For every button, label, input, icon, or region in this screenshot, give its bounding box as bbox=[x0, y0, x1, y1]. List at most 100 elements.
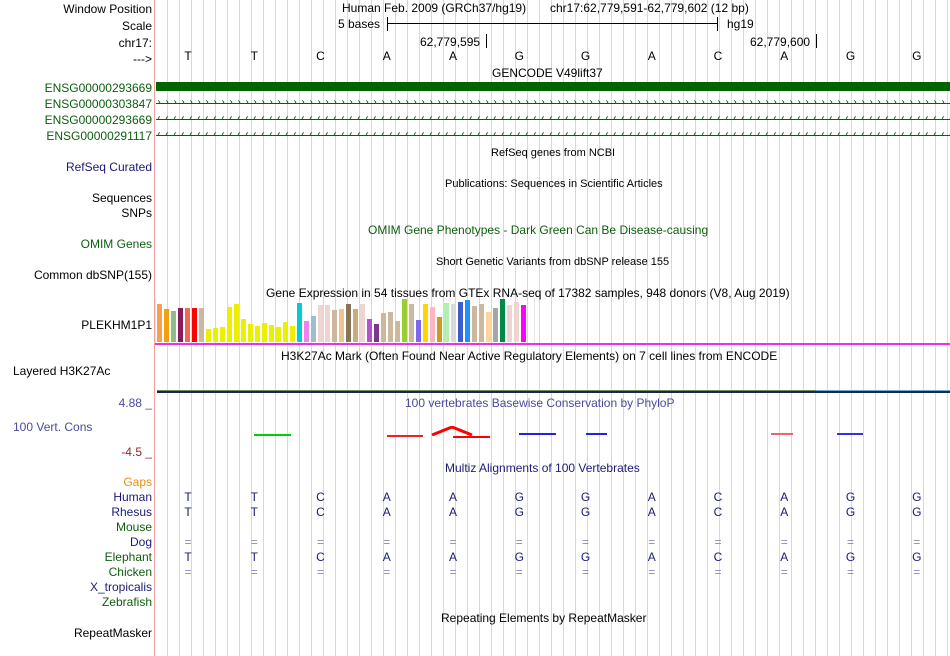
gtex-tissue-bar[interactable] bbox=[269, 325, 274, 342]
gtex-tissue-bar[interactable] bbox=[304, 321, 309, 342]
gtex-tissue-bar[interactable] bbox=[486, 312, 491, 342]
chevron-right-icon: › bbox=[852, 98, 859, 108]
gtex-tissue-bar[interactable] bbox=[514, 302, 519, 342]
gtex-tissue-bar[interactable] bbox=[192, 308, 197, 342]
alignment-base: = bbox=[316, 565, 324, 579]
alignment-base: C bbox=[713, 490, 723, 504]
gtex-tissue-bar[interactable] bbox=[332, 310, 337, 342]
snps-label[interactable]: SNPs bbox=[121, 206, 152, 220]
species-label-mouse[interactable]: Mouse bbox=[115, 520, 152, 534]
species-label-elephant[interactable]: Elephant bbox=[104, 550, 152, 564]
alignment-base: = bbox=[449, 535, 457, 549]
alignment-base: = bbox=[780, 535, 788, 549]
dbsnp-label[interactable]: Common dbSNP(155) bbox=[33, 268, 152, 282]
gencode-gene-3[interactable]: ‹ ‹ ‹ ‹ ‹ ‹ ‹ ‹ ‹ ‹ ‹ ‹ ‹ ‹ ‹ ‹ ‹ ‹ ‹ ‹ ‹ ‹ ‹ ‹ ‹ ‹ ‹ ‹ ‹ ‹ ‹ ‹ ‹ ‹ ‹ ‹ ‹ ‹ ‹ ‹… bbox=[156, 114, 950, 124]
chevron-left-icon: ‹ bbox=[812, 130, 819, 140]
gencode-gene-1[interactable] bbox=[156, 82, 950, 91]
gtex-tissue-bar[interactable] bbox=[297, 303, 302, 342]
gtex-tissue-bar[interactable] bbox=[276, 327, 281, 342]
gtex-tissue-bar[interactable] bbox=[213, 328, 218, 342]
gtex-tissue-bar[interactable] bbox=[255, 326, 260, 342]
species-label-dog[interactable]: Dog bbox=[129, 535, 152, 549]
gtex-tissue-bar[interactable] bbox=[437, 317, 442, 342]
chevron-left-icon: ‹ bbox=[876, 130, 883, 140]
chevron-left-icon: ‹ bbox=[644, 130, 651, 140]
gtex-tissue-bar[interactable] bbox=[346, 304, 351, 342]
gtex-tissue-bar[interactable] bbox=[402, 299, 407, 342]
gtex-tissue-bar[interactable] bbox=[416, 320, 421, 342]
rmsk-label[interactable]: RepeatMasker bbox=[73, 626, 152, 640]
gtex-tissue-bar[interactable] bbox=[367, 319, 372, 342]
gtex-tissue-bar[interactable] bbox=[311, 316, 316, 342]
gtex-tissue-bar[interactable] bbox=[157, 304, 162, 342]
gencode-label-2[interactable]: ENSG00000303847 bbox=[44, 97, 152, 111]
gtex-tissue-bar[interactable] bbox=[381, 313, 386, 342]
species-label-x_tropicalis[interactable]: X_tropicalis bbox=[89, 580, 152, 594]
chevron-left-icon: ‹ bbox=[332, 114, 339, 124]
gtex-label[interactable]: PLEKHM1P1 bbox=[81, 318, 152, 332]
omim-label[interactable]: OMIM Genes bbox=[80, 237, 152, 251]
gtex-tissue-bar[interactable] bbox=[262, 323, 267, 342]
gtex-tissue-bar[interactable] bbox=[241, 319, 246, 342]
species-label-chicken[interactable]: Chicken bbox=[108, 565, 152, 579]
gencode-label-1[interactable]: ENSG00000293669 bbox=[44, 81, 152, 95]
chevron-right-icon: › bbox=[764, 98, 771, 108]
gtex-tissue-bar[interactable] bbox=[164, 309, 169, 342]
species-label-rhesus[interactable]: Rhesus bbox=[111, 505, 152, 519]
gtex-tissue-bar[interactable] bbox=[353, 309, 358, 342]
gtex-tissue-bar[interactable] bbox=[395, 321, 400, 342]
gtex-tissue-bar[interactable] bbox=[318, 305, 323, 342]
chevron-left-icon: ‹ bbox=[260, 114, 267, 124]
gencode-gene-4[interactable]: ‹ ‹ ‹ ‹ ‹ ‹ ‹ ‹ ‹ ‹ ‹ ‹ ‹ ‹ ‹ ‹ ‹ ‹ ‹ ‹ ‹ ‹ ‹ ‹ ‹ ‹ ‹ ‹ ‹ ‹ ‹ ‹ ‹ ‹ ‹ ‹ ‹ ‹ ‹ ‹… bbox=[156, 130, 950, 140]
chevron-right-icon: › bbox=[380, 98, 387, 108]
phylop-label[interactable]: 100 Vert. Cons bbox=[13, 420, 93, 434]
gencode-label-3[interactable]: ENSG00000293669 bbox=[44, 113, 152, 127]
gtex-tissue-bar[interactable] bbox=[220, 327, 225, 342]
h3k27ac-label[interactable]: Layered H3K27Ac bbox=[13, 364, 111, 378]
refseq-label[interactable]: RefSeq Curated bbox=[65, 160, 152, 174]
gtex-tissue-bar[interactable] bbox=[388, 312, 393, 342]
gtex-tissue-bar[interactable] bbox=[290, 326, 295, 342]
gencode-label-4[interactable]: ENSG00000291117 bbox=[46, 129, 152, 143]
gtex-tissue-bar[interactable] bbox=[458, 302, 463, 342]
gtex-tissue-bar[interactable] bbox=[451, 304, 456, 342]
gtex-tissue-bar[interactable] bbox=[423, 304, 428, 342]
chevron-right-icon: › bbox=[916, 98, 923, 108]
gtex-tissue-bar[interactable] bbox=[479, 304, 484, 342]
position-readout: chr17:62,779,591-62,779,602 (12 bp) bbox=[550, 1, 749, 15]
gtex-tissue-bar[interactable] bbox=[500, 299, 505, 342]
gtex-tissue-bar[interactable] bbox=[234, 304, 239, 342]
chevron-left-icon: ‹ bbox=[324, 130, 331, 140]
scale-db: hg19 bbox=[727, 17, 754, 31]
gtex-tissue-bar[interactable] bbox=[374, 324, 379, 342]
gtex-tissue-bar[interactable] bbox=[206, 329, 211, 342]
gtex-tissue-bar[interactable] bbox=[248, 324, 253, 342]
gaps-label[interactable]: Gaps bbox=[123, 475, 152, 489]
gtex-tissue-bar[interactable] bbox=[444, 303, 449, 342]
gtex-tissue-bar[interactable] bbox=[171, 311, 176, 342]
chevron-left-icon: ‹ bbox=[580, 114, 587, 124]
gtex-tissue-bar[interactable] bbox=[465, 300, 470, 342]
gtex-tissue-bar[interactable] bbox=[521, 305, 526, 342]
chevron-left-icon: ‹ bbox=[916, 114, 923, 124]
gtex-tissue-bar[interactable] bbox=[185, 308, 190, 342]
gtex-tissue-bar[interactable] bbox=[227, 307, 232, 342]
gtex-tissue-bar[interactable] bbox=[472, 306, 477, 342]
grid-line bbox=[779, 0, 780, 656]
sequences-label[interactable]: Sequences bbox=[91, 191, 152, 205]
gtex-tissue-bar[interactable] bbox=[507, 305, 512, 342]
gtex-tissue-bar[interactable] bbox=[493, 308, 498, 342]
gtex-tissue-bar[interactable] bbox=[283, 322, 288, 342]
gtex-tissue-bar[interactable] bbox=[325, 305, 330, 342]
gtex-tissue-bar[interactable] bbox=[409, 304, 414, 342]
species-label-human[interactable]: Human bbox=[113, 490, 152, 504]
chevron-right-icon: › bbox=[844, 98, 851, 108]
gtex-tissue-bar[interactable] bbox=[178, 308, 183, 342]
gtex-tissue-bar[interactable] bbox=[360, 304, 365, 342]
gtex-bar-chart[interactable] bbox=[155, 298, 535, 344]
species-label-zebrafish[interactable]: Zebrafish bbox=[101, 595, 152, 609]
gtex-tissue-bar[interactable] bbox=[339, 309, 344, 342]
gtex-tissue-bar[interactable] bbox=[430, 307, 435, 342]
gtex-tissue-bar[interactable] bbox=[199, 308, 204, 342]
gencode-gene-2[interactable]: › › › › › › › › › › › › › › › › › › › › › › › › › › › › › › › › › › › › › › › ›… bbox=[156, 98, 950, 108]
